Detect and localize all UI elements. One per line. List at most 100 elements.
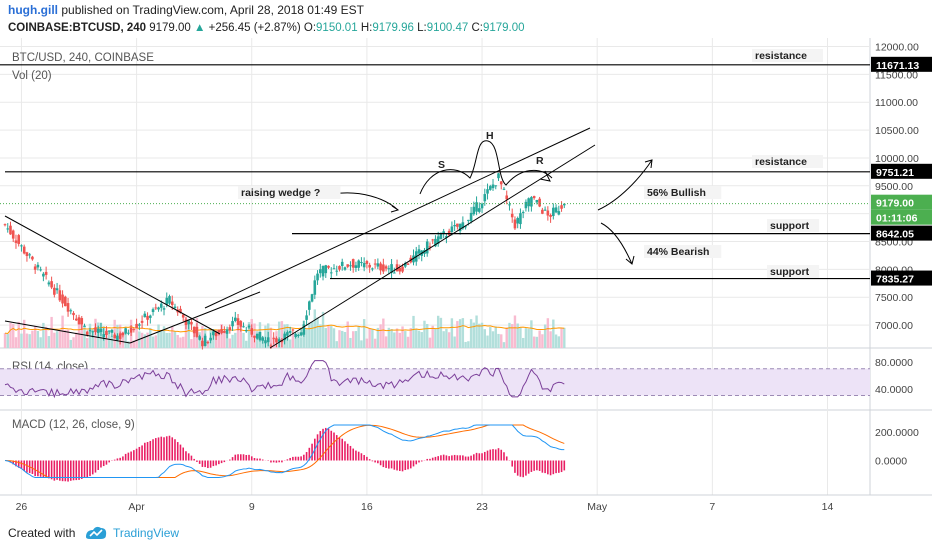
volume-bar: [305, 329, 308, 348]
candle-body: [472, 206, 476, 215]
candle-body: [360, 262, 363, 264]
symbol-info-bar: COINBASE:BTCUSD, 240 9179.00 ▲ +256.45 (…: [8, 22, 525, 34]
volume-bar: [519, 327, 522, 348]
time-axis-label: 23: [476, 501, 488, 513]
volume-bar: [231, 334, 234, 348]
head-shoulders-curve: [419, 140, 553, 195]
volume-bar: [557, 336, 561, 348]
volume-bar: [151, 336, 155, 348]
volume-bar: [86, 338, 89, 348]
volume-bar: [187, 319, 190, 348]
candle-body: [308, 301, 311, 310]
candle-body: [234, 317, 237, 321]
publisher-username[interactable]: hugh.gill: [8, 3, 58, 17]
chart-canvas[interactable]: 12000.00 11500.00 11000.00 10500.00 10000.00…: [0, 38, 932, 518]
volume-bar: [316, 317, 319, 348]
footer: Created with TradingView: [0, 518, 932, 550]
price-badge: [871, 163, 932, 179]
volume-bar: [154, 335, 157, 348]
candle-body: [343, 267, 347, 270]
candle-body: [53, 287, 56, 295]
candle-body: [99, 328, 103, 333]
candle-body: [494, 185, 498, 187]
volume-bar: [450, 318, 454, 348]
price-badge: [871, 225, 932, 241]
candle-body: [209, 337, 212, 341]
volume-bar: [332, 328, 336, 348]
candle-body: [266, 337, 270, 343]
candle-body: [445, 236, 448, 238]
candle-body: [72, 312, 75, 316]
candle-body: [368, 264, 371, 268]
candle-body: [357, 260, 360, 268]
volume-bar: [234, 332, 237, 348]
volume-bar: [395, 328, 399, 348]
tradingview-logo-icon[interactable]: [84, 524, 108, 542]
volume-bar: [560, 328, 563, 348]
volume-bar: [546, 318, 550, 348]
volume-bar: [461, 318, 465, 348]
volume-bar: [44, 326, 48, 348]
last-price: 9179.00: [149, 22, 191, 34]
candle-body: [321, 265, 325, 277]
volume-bar: [280, 321, 284, 348]
volume-bar: [502, 342, 506, 348]
candle-body: [162, 308, 166, 310]
candle-body: [116, 335, 119, 340]
trendline: [204, 127, 591, 309]
candle-body: [428, 246, 432, 248]
candle-body: [50, 281, 53, 288]
volume-bar: [552, 319, 555, 348]
candle-body: [236, 318, 240, 326]
volume-bar: [47, 336, 51, 348]
candle-body: [272, 338, 275, 340]
candle-body: [36, 264, 40, 268]
tradingview-brand[interactable]: TradingView: [113, 526, 180, 540]
candle-body: [491, 184, 495, 189]
volume-bar: [277, 321, 281, 348]
volume-bar: [398, 332, 401, 348]
rsi-axis-label: 80.0000: [875, 357, 913, 369]
candle-body: [299, 332, 303, 336]
candle-body: [3, 224, 7, 226]
candle-body: [305, 315, 308, 320]
volume-bar: [491, 331, 495, 348]
candle-body: [138, 324, 141, 326]
candle-body: [258, 331, 262, 341]
volume-bar: [297, 331, 300, 348]
volume-bar: [149, 327, 152, 348]
volume-bar: [319, 324, 322, 348]
price-badge-label: 8642.05: [876, 229, 914, 241]
candle-body: [212, 331, 215, 336]
volume-bar: [447, 332, 451, 348]
candle-body: [91, 331, 95, 333]
open-label: O:: [303, 22, 317, 34]
time-axis-label: 7: [709, 501, 715, 513]
volume-bar: [9, 322, 12, 348]
volume-bar: [365, 338, 369, 348]
candle-body: [239, 321, 243, 327]
volume-bar: [338, 330, 341, 348]
candle-body: [442, 231, 445, 234]
candle-body: [554, 207, 558, 213]
volume-bar: [434, 329, 437, 348]
candle-body: [288, 331, 292, 333]
candle-body: [113, 334, 116, 339]
candle-body: [66, 303, 70, 312]
candle-body: [102, 334, 105, 338]
price-axis-label: 9500.00: [875, 181, 913, 193]
volume-bar: [127, 341, 130, 348]
volume-bar: [423, 320, 426, 348]
rsi-line: [4, 360, 565, 399]
candle-body: [351, 259, 355, 268]
candle-body: [80, 318, 84, 325]
volume-bar: [549, 331, 552, 348]
candle-body: [450, 226, 454, 232]
resistance-label: resistance: [755, 156, 807, 168]
volume-bar: [225, 331, 229, 348]
candle-body: [365, 261, 369, 264]
candle-body: [146, 315, 149, 320]
candle-body: [327, 265, 330, 268]
candle-body: [20, 245, 23, 247]
candle-body: [516, 218, 519, 224]
